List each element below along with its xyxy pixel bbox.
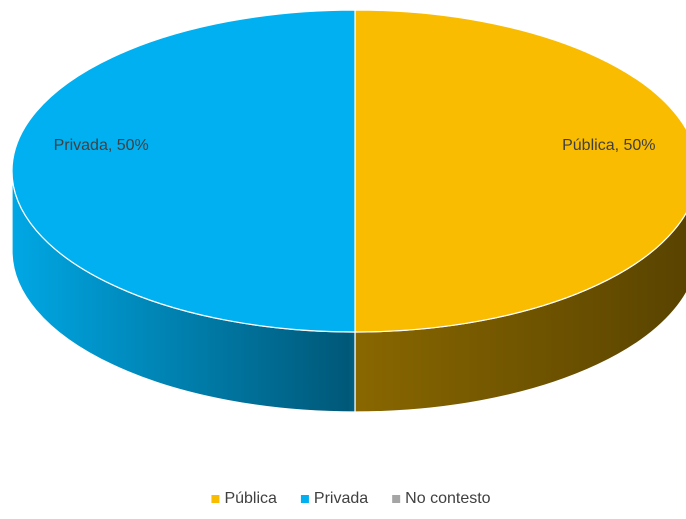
pie-slice: [354, 9, 686, 333]
pie-tops: [11, 9, 686, 333]
legend-label: Pública: [224, 490, 277, 507]
data-labels: Pública, 50% Privada, 50%: [54, 137, 656, 154]
legend-label: Privada: [314, 490, 368, 507]
legend-marker: [211, 495, 220, 503]
legend-marker: [392, 495, 401, 503]
legend-marker: [300, 495, 309, 503]
data-label: Pública, 50%: [562, 137, 655, 154]
data-label: Privada, 50%: [54, 137, 149, 154]
pie-slice: [11, 9, 356, 333]
legend: Pública Privada No contesto: [211, 490, 491, 507]
legend-label: No contesto: [405, 490, 490, 507]
